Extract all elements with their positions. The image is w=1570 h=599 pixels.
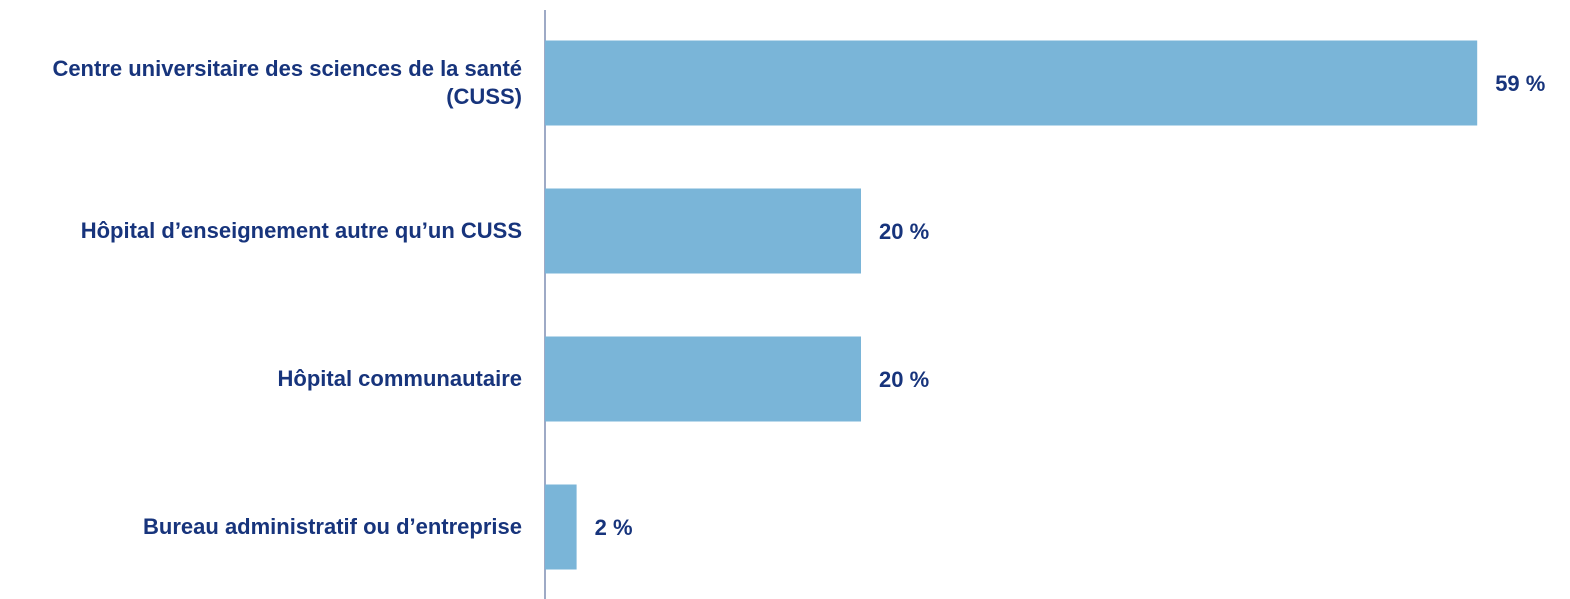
bar [545,484,577,570]
bar [545,336,861,422]
category-text: Centre universitaire des sciences de la … [52,56,522,109]
bar [545,40,1478,126]
category-label: Hôpital d’enseignement autre qu’un CUSS [5,189,522,274]
category-text: Bureau administratif ou d’entreprise [143,514,522,539]
category-label: Centre universitaire des sciences de la … [5,41,522,126]
value-label: 20 % [879,367,929,392]
value-label: 59 % [1495,71,1545,96]
category-text: Hôpital d’enseignement autre qu’un CUSS [80,218,522,243]
category-text: Hôpital communautaire [277,366,522,391]
value-label: 20 % [879,219,929,244]
category-label: Bureau administratif ou d’entreprise [5,485,522,570]
value-label: 2 % [595,515,633,540]
category-label: Hôpital communautaire [5,337,522,422]
bar [545,188,861,274]
